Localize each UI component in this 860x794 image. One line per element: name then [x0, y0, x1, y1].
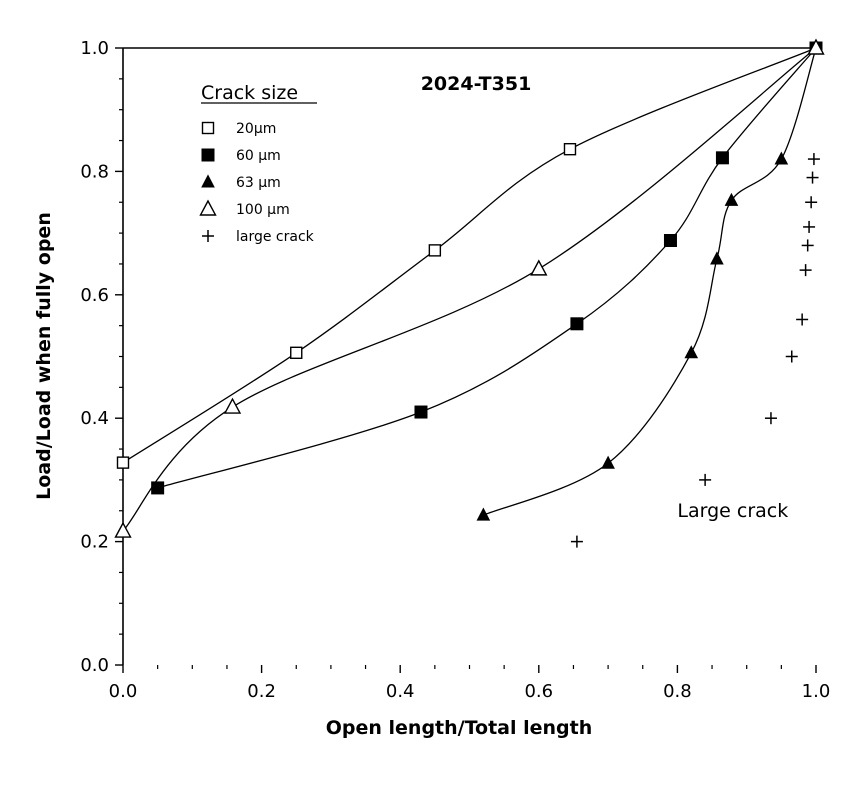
data-point-series-2	[476, 507, 491, 521]
y-tick-label: 1.0	[80, 38, 109, 59]
x-tick-label: 0.8	[663, 681, 692, 702]
legend-label: 20µm	[236, 121, 276, 137]
y-tick-label: 0.6	[80, 285, 109, 306]
data-point-series-1	[151, 481, 165, 495]
data-point-series-2	[601, 455, 615, 469]
data-point-series-0	[428, 244, 442, 257]
data-point-series-2	[724, 192, 739, 206]
data-point-series-3	[530, 259, 548, 276]
legend-title: Crack size	[201, 82, 298, 104]
legend-marker-0	[201, 121, 215, 135]
data-point-series-4	[807, 153, 820, 166]
data-point-series-4	[805, 196, 818, 209]
data-point-series-0	[116, 456, 130, 469]
data-point-series-1	[414, 405, 428, 419]
series-line-3	[122, 47, 817, 532]
legend-label: 60 µm	[236, 148, 281, 164]
data-point-series-1	[570, 317, 584, 331]
axes-layer: 0.0 0.2 0.4 0.6 0.8 1.0 0.0 0.2 0.4 0.6 0.8 1.0	[80, 38, 830, 702]
y-tick-label: 0.8	[80, 161, 109, 182]
annotation-layer: Large crack	[677, 500, 788, 522]
series-markers-layer	[114, 38, 825, 548]
y-axis-title: Load/Load when fully open	[33, 212, 55, 500]
x-tick-label: 0.4	[386, 681, 415, 702]
series-line-1	[157, 47, 817, 489]
data-point-series-4	[801, 239, 814, 252]
data-point-series-2	[710, 251, 724, 265]
data-point-series-3	[807, 38, 825, 55]
series-line-2	[483, 47, 817, 516]
legend-label: 63 µm	[236, 175, 281, 191]
data-point-series-2	[684, 345, 699, 359]
legend-label: large crack	[236, 229, 315, 245]
annotation-text: Large crack	[677, 500, 788, 522]
x-tick-label: 1.0	[802, 681, 831, 702]
y-tick-label: 0.2	[80, 532, 109, 553]
legend-label: 100 µm	[236, 202, 290, 218]
x-tick-label: 0.6	[524, 681, 553, 702]
data-point-series-4	[799, 264, 812, 277]
y-tick-label: 0.4	[80, 408, 109, 429]
data-point-series-4	[806, 171, 819, 184]
data-point-series-4	[699, 473, 712, 486]
data-point-series-3	[114, 521, 132, 538]
data-point-series-1	[715, 151, 729, 165]
x-tick-label: 0.2	[247, 681, 276, 702]
series-line-0	[122, 47, 817, 464]
chart-title: 2024-T351	[421, 73, 532, 95]
data-point-series-1	[663, 234, 677, 248]
data-point-series-0	[290, 346, 303, 359]
data-point-series-4	[803, 220, 816, 233]
data-point-series-4	[570, 535, 583, 548]
legend: Crack size 20µm 60 µm 63 µm 100 µm large cra…	[199, 82, 317, 245]
legend-marker-3	[199, 199, 217, 216]
x-tick-label: 0.0	[109, 681, 138, 702]
data-point-series-0	[563, 142, 577, 156]
data-point-series-2	[774, 151, 789, 165]
series-lines-layer	[122, 47, 817, 532]
data-point-series-3	[223, 397, 242, 414]
x-axis-title: Open length/Total length	[326, 717, 593, 739]
legend-marker-1	[201, 148, 215, 162]
legend-marker-2	[201, 174, 215, 188]
data-point-series-4	[796, 313, 809, 326]
data-point-series-4	[764, 412, 777, 425]
legend-marker-4	[202, 230, 214, 242]
y-tick-label: 0.0	[80, 655, 109, 676]
data-point-series-4	[785, 350, 798, 363]
